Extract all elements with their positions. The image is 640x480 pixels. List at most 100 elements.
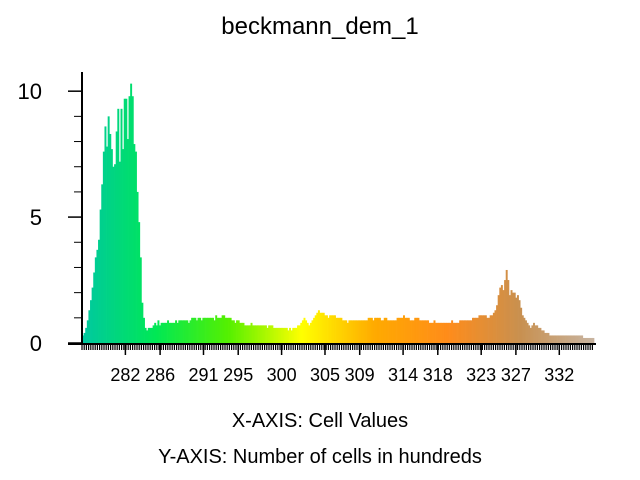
histogram-bar — [311, 320, 314, 343]
histogram-bar — [557, 335, 560, 343]
histogram-bar — [213, 320, 216, 343]
histogram-bar — [507, 280, 510, 343]
histogram-bar — [154, 322, 157, 343]
histogram-bar — [582, 337, 585, 343]
histogram-bar — [93, 272, 96, 343]
histogram-bar — [293, 327, 296, 343]
histogram-bar — [183, 320, 186, 343]
histogram-bar — [261, 325, 264, 343]
histogram-bar — [314, 315, 317, 343]
histogram-bar — [192, 317, 195, 343]
histogram-bar — [256, 325, 259, 343]
histogram-bar — [117, 108, 120, 343]
histogram-bar — [550, 335, 553, 343]
histogram-bar — [91, 287, 94, 343]
histogram-bar — [160, 322, 163, 343]
histogram-bar — [504, 280, 507, 343]
histogram-bar — [123, 98, 126, 344]
histogram-bar — [422, 320, 425, 343]
histogram-bar — [362, 320, 365, 343]
histogram-bar — [203, 317, 206, 343]
y-tick-label: 5 — [30, 205, 42, 230]
histogram-bar — [197, 317, 200, 343]
histogram-bar — [566, 335, 569, 343]
histogram-bar — [340, 317, 343, 343]
histogram-bar — [449, 322, 452, 343]
histogram-bar — [216, 317, 219, 343]
histogram-bar — [478, 315, 481, 343]
histogram-bar — [101, 184, 104, 343]
histogram-bar — [141, 302, 144, 343]
histogram-bar — [476, 317, 479, 343]
histogram-bar — [412, 320, 415, 343]
histogram-bar — [553, 335, 556, 343]
histogram-bar — [98, 239, 101, 343]
histogram-bar — [163, 322, 166, 343]
histogram-bar — [472, 317, 474, 343]
histogram-bar — [541, 330, 543, 343]
histogram-bar — [131, 96, 134, 343]
histogram-bar — [248, 325, 251, 343]
histogram-bar — [386, 320, 389, 343]
histogram-bar — [295, 327, 298, 343]
histogram-bar — [427, 320, 430, 343]
histogram-bar — [419, 320, 422, 343]
histogram-bar — [317, 310, 320, 343]
histogram-bar — [542, 330, 545, 343]
chart-title: beckmann_dem_1 — [221, 13, 418, 40]
histogram-bar — [455, 322, 458, 343]
histogram-bar — [255, 325, 258, 343]
histogram-bar — [342, 320, 344, 343]
histogram-bar — [561, 335, 564, 343]
histogram-bar — [229, 317, 232, 343]
histogram-bar — [403, 315, 405, 343]
histogram-bar — [537, 327, 540, 343]
histogram-bar — [358, 320, 361, 343]
histogram-bar — [388, 320, 391, 343]
histogram-bar — [202, 317, 205, 343]
histogram-bar — [589, 337, 592, 343]
histogram-bar — [536, 325, 539, 343]
histogram-bar — [457, 322, 460, 343]
histogram-bar — [584, 337, 587, 343]
histogram-bar — [488, 317, 491, 343]
histogram-bar — [207, 317, 210, 343]
histogram-bar — [497, 295, 500, 343]
histogram-bar — [521, 315, 524, 343]
histogram-bar — [343, 320, 346, 343]
histogram-bar — [252, 325, 255, 343]
histogram-bar — [496, 305, 499, 343]
histogram-bar — [483, 315, 486, 343]
histogram-bar — [396, 317, 399, 343]
histogram-bar — [576, 335, 579, 343]
histogram-bar — [273, 327, 275, 343]
histogram-bar — [276, 327, 279, 343]
histogram-bar — [208, 317, 211, 343]
histogram-bar — [563, 335, 566, 343]
histogram-bar — [414, 317, 417, 343]
histogram-bar — [337, 317, 340, 343]
histogram-bar — [333, 315, 336, 343]
histogram-bar — [269, 325, 272, 343]
x-tick-label: 300 — [267, 365, 297, 385]
histogram-bar — [186, 320, 189, 343]
histogram-bar — [258, 325, 261, 343]
histogram-bar — [475, 317, 478, 343]
histogram-bar — [221, 315, 224, 343]
histogram-bar — [592, 337, 595, 343]
histogram-bar — [452, 322, 455, 343]
histogram-bar — [569, 335, 572, 343]
histogram-bar — [176, 322, 179, 343]
histogram-bar — [394, 320, 397, 343]
histogram-bar — [515, 297, 518, 343]
histogram-bar — [324, 315, 327, 343]
histogram-bar — [298, 325, 301, 343]
histogram-bar — [228, 317, 231, 343]
histogram-bar — [133, 144, 136, 343]
x-tick-label: 314 — [388, 365, 418, 385]
histogram-bar — [459, 320, 462, 343]
histogram-bar — [534, 325, 537, 343]
histogram-bar — [491, 315, 494, 343]
histogram-bar — [115, 131, 118, 343]
histogram-bar — [411, 320, 413, 343]
